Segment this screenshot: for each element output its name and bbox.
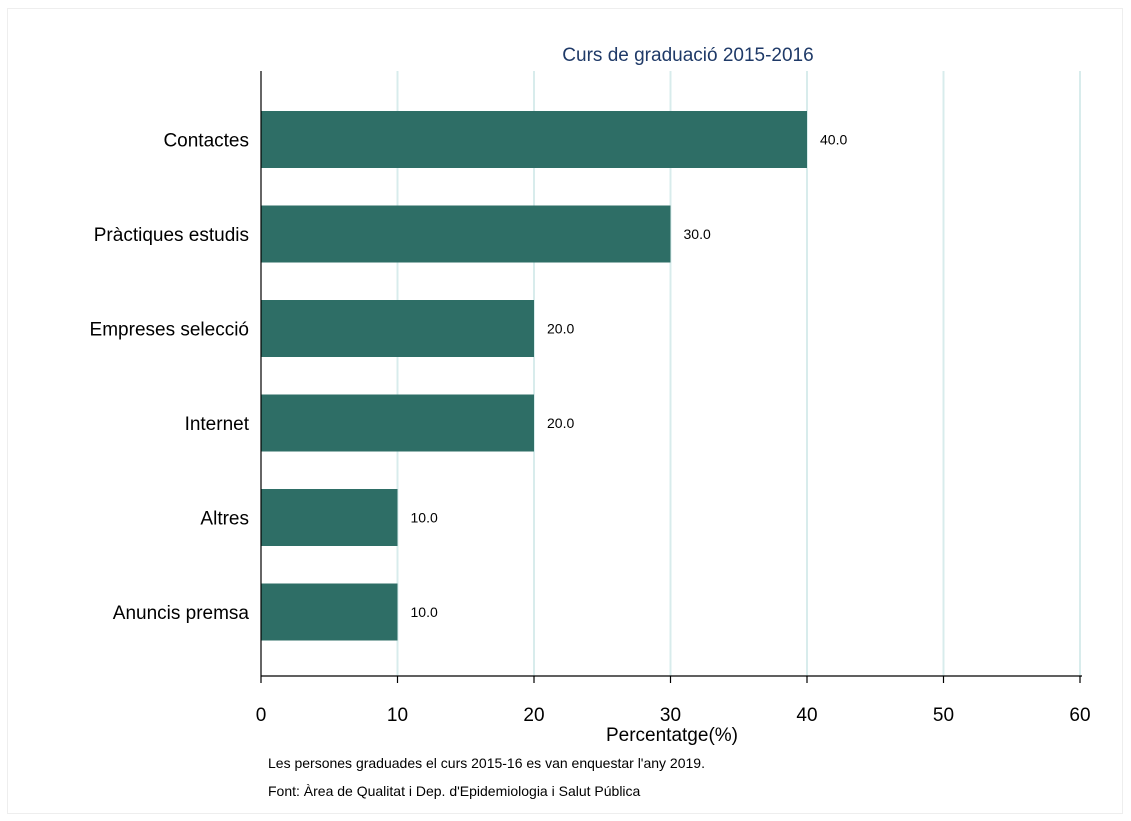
category-labels: Contactes Pràctiques estudis Empreses sele… [90,131,250,625]
category-label: Internet [185,414,250,435]
data-label: 10.0 [411,510,438,526]
bar [261,489,398,546]
bar [261,300,534,357]
category-label: Anuncis premsa [113,603,250,624]
x-tick-label: 60 [1069,705,1090,726]
x-tick-label: 10 [387,705,408,726]
category-label: Altres [200,509,249,530]
x-axis-label: Percentatge(%) [606,725,738,746]
data-labels: 40.0 30.0 20.0 20.0 10.0 10.0 [411,132,848,621]
footnote-source: Font: Àrea de Qualitat i Dep. d'Epidemio… [268,783,641,799]
x-tick-label: 50 [933,705,954,726]
bar [261,394,534,452]
data-label: 30.0 [684,226,711,242]
chart-title: Curs de graduació 2015-2016 [562,45,813,66]
x-tick-label: 0 [256,705,267,726]
bar [261,205,671,263]
bars [261,111,807,641]
data-label: 20.0 [547,321,574,337]
x-tick-label: 20 [523,705,544,726]
bar [261,583,398,641]
category-label: Pràctiques estudis [94,225,249,246]
footnote-survey: Les persones graduades el curs 2015-16 e… [268,755,705,771]
category-label: Contactes [163,131,249,152]
bar [261,111,807,168]
data-label: 40.0 [820,132,847,148]
data-label: 10.0 [411,604,438,620]
x-tick-label: 30 [660,705,681,726]
data-label: 20.0 [547,415,574,431]
category-label: Empreses selecció [90,320,249,341]
gridlines [396,71,1081,676]
x-tick-label: 40 [796,705,817,726]
x-ticks: 0 10 20 30 40 50 60 [256,676,1091,726]
